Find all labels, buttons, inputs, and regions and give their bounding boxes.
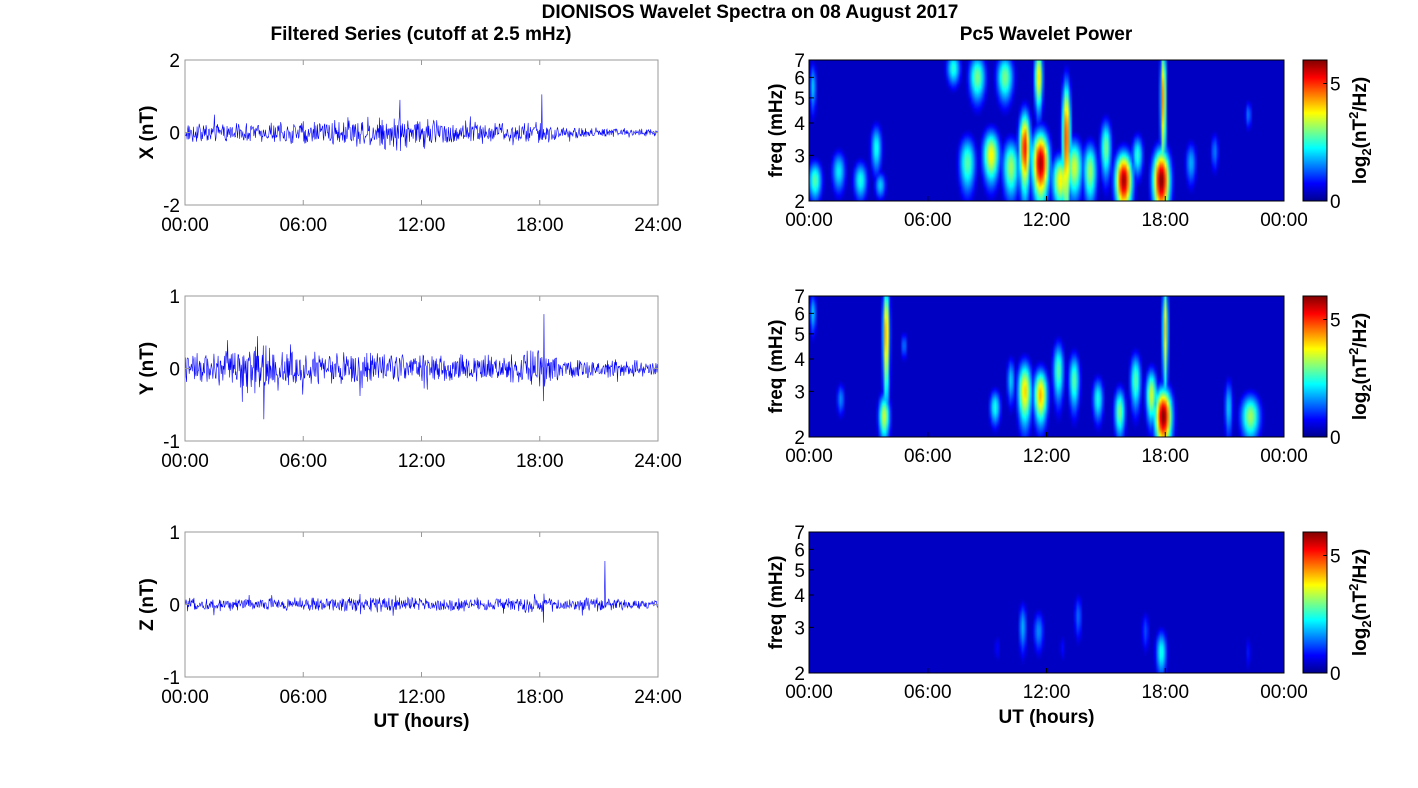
figure-title: DIONISOS Wavelet Spectra on 08 August 20…: [542, 2, 959, 23]
y-tick-label: 5: [794, 325, 805, 346]
x-tick-label: 00:00: [161, 215, 209, 236]
x-tick-label: 06:00: [279, 215, 327, 236]
y-tick-label: 3: [794, 146, 805, 167]
series-line: [184, 94, 659, 151]
y-tick-label: 5: [794, 561, 805, 582]
y-tick-label: 0: [169, 596, 180, 617]
y-tick-label: 4: [794, 350, 805, 371]
colorbar-tick-label: 5: [1330, 311, 1341, 332]
x-tick-label: 18:00: [516, 687, 564, 708]
y-axis-label: X (nT): [137, 106, 158, 160]
series-line: [184, 560, 659, 623]
x-tick-label: 06:00: [904, 682, 952, 703]
x-axis-label: UT (hours): [998, 707, 1094, 728]
left-column-title: Filtered Series (cutoff at 2.5 mHz): [271, 24, 572, 45]
x-tick-label: 00:00: [161, 451, 209, 472]
y-tick-label: 7: [794, 287, 805, 308]
x-tick-label: 00:00: [1260, 446, 1308, 467]
y-tick-label: 2: [794, 192, 805, 213]
colorbar-tick-label: 0: [1330, 428, 1341, 449]
y-tick-label: -1: [163, 432, 180, 453]
x-tick-label: 00:00: [785, 446, 833, 467]
y-tick-label: 3: [794, 382, 805, 403]
colorbar: [1302, 531, 1328, 674]
x-tick-label: 12:00: [398, 215, 446, 236]
y-tick-label: 4: [794, 586, 805, 607]
series-line: [184, 314, 659, 420]
y-tick-label: 3: [794, 618, 805, 639]
x-tick-label: 12:00: [398, 687, 446, 708]
y-tick-label: 6: [794, 68, 805, 89]
x-axis-label: UT (hours): [373, 711, 469, 732]
y-tick-label: 1: [169, 287, 180, 308]
y-tick-label: 0: [169, 360, 180, 381]
x-tick-label: 18:00: [516, 215, 564, 236]
y-tick-label: 2: [169, 51, 180, 72]
colorbar: [1302, 59, 1328, 202]
x-tick-label: 18:00: [1141, 682, 1189, 703]
y-axis-label: Z (nT): [137, 578, 158, 631]
time-series-panel-z: -1 0 1 00:00 06:00 12:00 18:00 24:00 Z (nT) UT (h…: [137, 523, 682, 732]
x-tick-label: 24:00: [634, 451, 682, 472]
wavelet-power-heatmap: [809, 296, 1284, 437]
y-tick-label: 0: [169, 124, 180, 145]
y-tick-label: 5: [794, 89, 805, 110]
colorbar-label: log2(nT2/Hz): [1346, 549, 1374, 656]
y-tick-label: 2: [794, 664, 805, 685]
x-tick-label: 00:00: [785, 210, 833, 231]
x-tick-label: 18:00: [1141, 446, 1189, 467]
y-tick-label: 7: [794, 523, 805, 544]
x-tick-label: 06:00: [904, 210, 952, 231]
right-column-title: Pc5 Wavelet Power: [960, 24, 1133, 45]
y-tick-label: 1: [169, 523, 180, 544]
x-tick-label: 12:00: [1023, 210, 1071, 231]
x-tick-label: 06:00: [904, 446, 952, 467]
y-tick-label: 6: [794, 304, 805, 325]
x-tick-label: 18:00: [516, 451, 564, 472]
y-tick-label: 7: [794, 51, 805, 72]
colorbar-label: log2(nT2/Hz): [1346, 77, 1374, 184]
y-axis-label: freq (mHz): [766, 84, 787, 178]
colorbar-tick-label: 0: [1330, 192, 1341, 213]
y-axis-label: Y (nT): [137, 342, 158, 395]
x-tick-label: 18:00: [1141, 210, 1189, 231]
y-tick-label: 2: [794, 428, 805, 449]
y-tick-label: 6: [794, 540, 805, 561]
time-series-panel-x: -2 0 2 00:00 06:00 12:00 18:00 24:00 X (nT): [137, 51, 682, 236]
y-tick-label: -1: [163, 668, 180, 689]
y-axis-label: freq (mHz): [766, 556, 787, 650]
colorbar-tick-label: 0: [1330, 664, 1341, 685]
x-tick-label: 06:00: [279, 451, 327, 472]
y-tick-label: 4: [794, 114, 805, 135]
y-axis-label: freq (mHz): [766, 320, 787, 414]
x-tick-label: 12:00: [1023, 446, 1071, 467]
x-tick-label: 00:00: [1260, 210, 1308, 231]
x-tick-label: 06:00: [279, 687, 327, 708]
wavelet-power-heatmap: [809, 532, 1284, 673]
x-tick-label: 12:00: [398, 451, 446, 472]
colorbar-tick-label: 5: [1330, 75, 1341, 96]
x-tick-label: 12:00: [1023, 682, 1071, 703]
y-tick-label: -2: [163, 196, 180, 217]
colorbar-tick-label: 5: [1330, 547, 1341, 568]
x-tick-label: 00:00: [785, 682, 833, 703]
time-series-panel-y: -1 0 1 00:00 06:00 12:00 18:00 24:00 Y (nT): [137, 287, 682, 472]
wavelet-power-heatmap: [809, 60, 1284, 201]
colorbar: [1302, 295, 1328, 438]
colorbar-label: log2(nT2/Hz): [1346, 313, 1374, 420]
x-tick-label: 00:00: [1260, 682, 1308, 703]
x-tick-label: 24:00: [634, 687, 682, 708]
x-tick-label: 00:00: [161, 687, 209, 708]
x-tick-label: 24:00: [634, 215, 682, 236]
